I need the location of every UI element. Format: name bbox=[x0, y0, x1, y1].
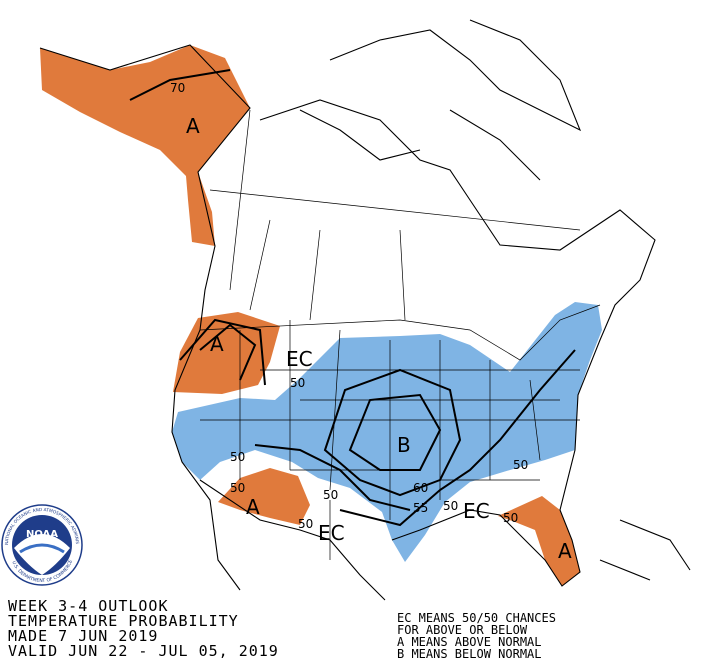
map-label: 50 bbox=[290, 376, 305, 390]
map-label: 50 bbox=[323, 488, 338, 502]
legend-line: WEEK 3-4 OUTLOOK bbox=[8, 597, 169, 615]
map-label: A bbox=[186, 114, 200, 138]
legend-line: TEMPERATURE PROBABILITY bbox=[8, 612, 239, 630]
map-label: 50 bbox=[513, 458, 528, 472]
contour bbox=[129, 69, 576, 527]
above-area-alaska bbox=[40, 45, 250, 246]
legend-line: EC MEANS 50/50 CHANCES bbox=[397, 611, 556, 625]
map-label: 50 bbox=[230, 481, 245, 495]
legend-line: MADE 7 JUN 2019 bbox=[8, 627, 158, 645]
map-label: EC bbox=[318, 521, 345, 545]
below-area bbox=[172, 302, 602, 562]
map-label: A bbox=[558, 539, 572, 563]
map-label: 60 bbox=[413, 481, 428, 495]
map-label: EC bbox=[463, 499, 490, 523]
map-label: 55 bbox=[413, 501, 428, 515]
map-label: 70 bbox=[170, 81, 185, 95]
map-label: 50 bbox=[443, 499, 458, 513]
arctic-islands bbox=[299, 19, 691, 581]
map-label: 50 bbox=[230, 450, 245, 464]
above-area-florida bbox=[498, 496, 580, 586]
logo-name: NOAA bbox=[26, 529, 58, 540]
above-area-northwest bbox=[173, 312, 280, 394]
map-label: A bbox=[210, 332, 224, 356]
map-label: B bbox=[397, 433, 411, 457]
coastline bbox=[39, 44, 656, 601]
legend-line: VALID JUN 22 - JUL 05, 2019 bbox=[8, 642, 279, 660]
legend-line: FOR ABOVE OR BELOW bbox=[397, 623, 528, 637]
map-label: 50 bbox=[298, 517, 313, 531]
map-label: EC bbox=[286, 347, 313, 371]
legend-line: A MEANS ABOVE NORMAL bbox=[397, 635, 542, 649]
map-label: 50 bbox=[503, 511, 518, 525]
legend-line: B MEANS BELOW NORMAL bbox=[397, 647, 542, 661]
above-area-southwest bbox=[218, 468, 310, 525]
map-label: A bbox=[246, 495, 260, 519]
